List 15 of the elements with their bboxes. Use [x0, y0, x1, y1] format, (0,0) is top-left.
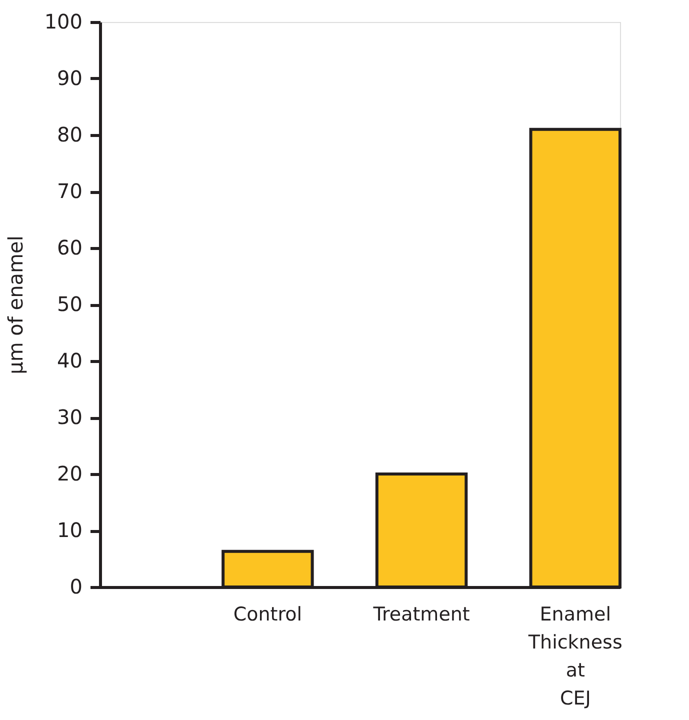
y-tick-label: 10	[57, 518, 82, 542]
y-axis-title: μm of enamel	[3, 236, 28, 374]
y-tick-label: 20	[57, 462, 82, 486]
y-tick-label: 0	[70, 574, 82, 598]
y-tick-label: 70	[57, 179, 82, 203]
x-tick-label: Treatment	[372, 604, 470, 626]
y-tick-label: 100	[44, 10, 82, 34]
y-tick-label: 60	[57, 236, 82, 260]
y-tick-label: 40	[57, 348, 82, 372]
y-tick-label: 80	[57, 122, 82, 146]
x-tick-label: Control	[233, 604, 302, 626]
x-tick-label: Enamel Thickness at CEJ	[527, 604, 622, 710]
y-tick-label: 30	[57, 405, 82, 429]
y-tick-label: 90	[57, 66, 82, 90]
y-tick-label: 50	[57, 292, 82, 316]
